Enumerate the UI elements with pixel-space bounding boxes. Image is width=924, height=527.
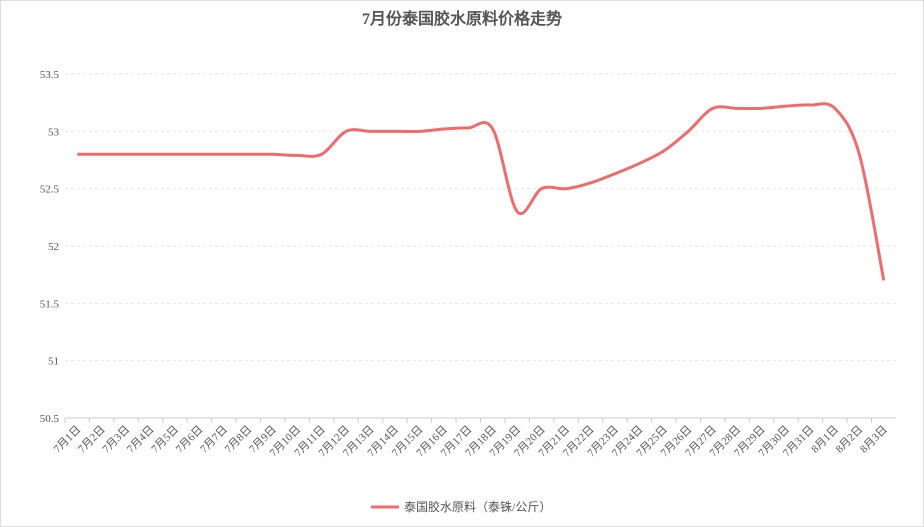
y-tick-label: 52: [48, 241, 59, 253]
chart-title: 7月份泰国胶水原料价格走势: [362, 9, 562, 28]
y-tick-label: 53: [48, 126, 60, 138]
legend-label: 泰国胶水原料（泰铢/公斤）: [404, 499, 551, 514]
y-tick-label: 53.5: [40, 69, 60, 81]
series-line: [77, 102, 886, 281]
y-tick-label: 51: [48, 356, 59, 368]
y-tick-label: 52.5: [40, 184, 60, 196]
y-tick-label: 51.5: [40, 298, 60, 310]
y-tick-label: 50.5: [40, 413, 60, 425]
